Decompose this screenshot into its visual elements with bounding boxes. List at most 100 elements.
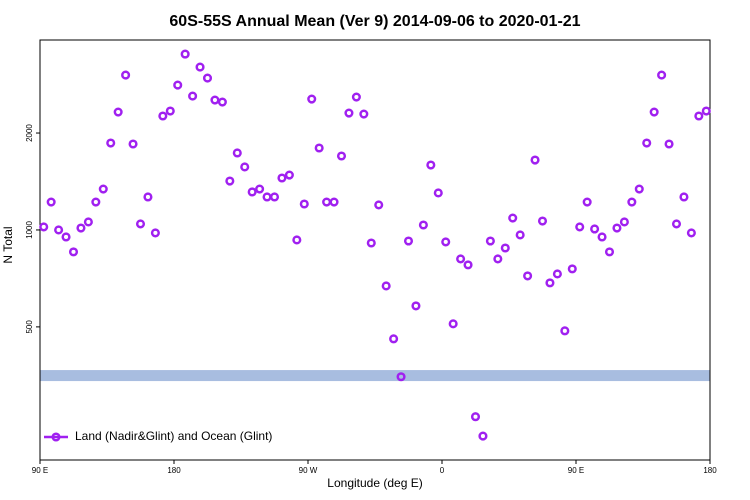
data-point bbox=[679, 192, 689, 202]
data-point bbox=[39, 222, 49, 232]
data-point bbox=[657, 70, 667, 80]
data-point bbox=[642, 138, 652, 148]
data-point bbox=[433, 188, 443, 198]
data-point bbox=[247, 187, 257, 197]
data-point bbox=[448, 319, 458, 329]
data-point bbox=[374, 200, 384, 210]
data-point bbox=[604, 247, 615, 257]
data-point bbox=[150, 228, 160, 238]
data-point bbox=[634, 184, 644, 194]
data-point bbox=[575, 222, 585, 232]
data-point bbox=[202, 73, 213, 83]
data-point bbox=[255, 184, 265, 194]
data-point bbox=[98, 184, 108, 194]
data-point bbox=[560, 326, 570, 336]
data-point bbox=[158, 111, 168, 121]
data-point bbox=[612, 223, 622, 233]
legend-label: Land (Nadir&Glint) and Ocean (Glint) bbox=[75, 429, 272, 443]
data-point bbox=[322, 197, 332, 207]
data-point bbox=[262, 192, 272, 202]
data-point bbox=[478, 431, 488, 441]
data-point bbox=[195, 62, 205, 72]
data-point bbox=[46, 197, 56, 207]
data-point bbox=[403, 236, 414, 246]
data-point bbox=[567, 264, 577, 274]
plot-frame bbox=[39, 39, 711, 461]
data-point bbox=[389, 334, 399, 344]
data-point bbox=[515, 230, 525, 240]
data-point bbox=[180, 49, 190, 59]
data-point bbox=[366, 238, 376, 248]
data-point bbox=[143, 192, 153, 202]
data-point bbox=[463, 260, 473, 270]
data-point bbox=[493, 254, 503, 264]
data-point bbox=[597, 232, 607, 242]
data-point bbox=[411, 301, 421, 311]
data-point bbox=[106, 138, 116, 148]
x-tick-label: 0 bbox=[440, 466, 445, 475]
data-point bbox=[113, 107, 123, 117]
data-point bbox=[240, 162, 250, 172]
data-point bbox=[173, 80, 183, 90]
data-point bbox=[307, 94, 317, 104]
data-point bbox=[441, 237, 451, 247]
data-point bbox=[61, 232, 71, 242]
data-point bbox=[336, 151, 347, 161]
chart-title: 60S-55S Annual Mean (Ver 9) 2014-09-06 t… bbox=[169, 13, 580, 30]
data-point bbox=[269, 192, 280, 202]
data-point bbox=[701, 106, 711, 116]
data-point bbox=[68, 247, 79, 257]
data-point bbox=[83, 217, 93, 227]
data-point bbox=[128, 139, 138, 149]
x-axis-label: Longitude (deg E) bbox=[327, 476, 422, 490]
data-point bbox=[344, 108, 354, 118]
data-point bbox=[91, 197, 101, 207]
data-point bbox=[619, 217, 629, 227]
x-tick-label: 90 E bbox=[568, 466, 584, 475]
data-point bbox=[121, 70, 131, 80]
data-point bbox=[671, 219, 682, 229]
data-point bbox=[277, 173, 287, 183]
data-point bbox=[188, 91, 198, 101]
x-tick-label: 180 bbox=[703, 466, 717, 475]
data-point bbox=[225, 176, 235, 186]
y-axis-label: N Total bbox=[1, 226, 15, 263]
x-tick-label: 90 W bbox=[299, 466, 318, 475]
data-point bbox=[232, 148, 242, 158]
data-point bbox=[54, 225, 64, 235]
data-point bbox=[694, 111, 704, 121]
data-point bbox=[627, 197, 637, 207]
data-point bbox=[359, 109, 369, 119]
data-point bbox=[135, 219, 146, 229]
data-point bbox=[314, 143, 324, 153]
data-point bbox=[426, 160, 436, 170]
data-point bbox=[530, 155, 540, 165]
data-point bbox=[545, 278, 555, 288]
data-point bbox=[381, 281, 391, 291]
data-point bbox=[456, 254, 466, 264]
data-point bbox=[217, 97, 227, 107]
data-point bbox=[552, 269, 562, 279]
data-point bbox=[470, 412, 481, 422]
data-point bbox=[508, 213, 518, 223]
data-point bbox=[649, 107, 659, 117]
data-point bbox=[590, 224, 600, 234]
data-point bbox=[329, 197, 339, 207]
data-point bbox=[582, 197, 592, 207]
data-point bbox=[500, 243, 510, 253]
data-point bbox=[299, 199, 309, 209]
data-point bbox=[523, 271, 533, 281]
data-point bbox=[396, 372, 406, 382]
y-tick-label: 2000 bbox=[25, 124, 34, 142]
data-point bbox=[351, 92, 361, 102]
x-tick-label: 180 bbox=[167, 466, 181, 475]
data-point bbox=[76, 223, 86, 233]
reference-band bbox=[40, 370, 710, 382]
data-point bbox=[165, 106, 175, 116]
data-point bbox=[292, 235, 302, 245]
data-point bbox=[418, 220, 428, 230]
data-point bbox=[284, 170, 294, 180]
data-point bbox=[485, 236, 495, 246]
x-tick-label: 90 E bbox=[32, 466, 48, 475]
